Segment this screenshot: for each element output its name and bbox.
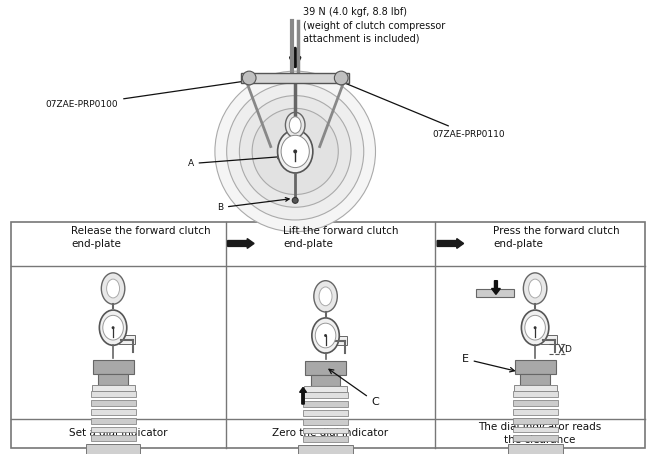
Text: B: B <box>217 197 289 212</box>
Ellipse shape <box>523 273 547 304</box>
Ellipse shape <box>525 316 545 340</box>
Bar <box>303 392 348 398</box>
Bar <box>91 409 136 415</box>
Bar <box>508 444 563 454</box>
Bar <box>513 400 557 406</box>
Ellipse shape <box>107 279 120 298</box>
Bar <box>298 445 353 454</box>
Circle shape <box>226 83 364 220</box>
Bar <box>91 400 136 406</box>
FancyArrow shape <box>492 281 500 294</box>
Text: D: D <box>565 345 571 354</box>
Circle shape <box>215 71 376 232</box>
Bar <box>91 418 136 424</box>
Ellipse shape <box>521 310 549 345</box>
Ellipse shape <box>103 316 123 340</box>
Text: 39 N (4.0 kgf, 8.8 lbf)
(weight of clutch compressor
attachment is included): 39 N (4.0 kgf, 8.8 lbf) (weight of clutc… <box>303 7 445 44</box>
Text: Release the forward clutch
end-plate: Release the forward clutch end-plate <box>71 226 211 249</box>
Bar <box>303 436 348 442</box>
Circle shape <box>252 109 338 194</box>
Bar <box>11 222 645 448</box>
Circle shape <box>534 326 536 329</box>
Ellipse shape <box>312 318 340 353</box>
Bar <box>86 444 141 454</box>
Circle shape <box>242 71 256 85</box>
Bar <box>515 360 555 374</box>
Bar <box>99 374 128 385</box>
Circle shape <box>324 334 327 337</box>
FancyArrow shape <box>228 239 254 248</box>
Text: C: C <box>329 369 379 407</box>
Bar <box>513 418 557 424</box>
Bar <box>303 428 348 434</box>
FancyArrow shape <box>299 387 307 404</box>
Bar <box>305 361 346 375</box>
Ellipse shape <box>290 117 301 133</box>
Text: Set a dial indicator: Set a dial indicator <box>68 429 167 439</box>
Bar <box>304 386 347 392</box>
Text: 07ZAE-PRP0110: 07ZAE-PRP0110 <box>341 81 505 139</box>
Bar <box>332 336 347 345</box>
Text: Zero the dial indicator: Zero the dial indicator <box>272 429 388 439</box>
Bar <box>513 435 557 441</box>
Text: The dial indicator reads
the clearance: The dial indicator reads the clearance <box>478 422 601 445</box>
Ellipse shape <box>286 112 305 138</box>
Bar <box>91 385 135 391</box>
Bar <box>303 419 348 424</box>
Bar <box>93 360 134 374</box>
Ellipse shape <box>99 310 127 345</box>
Circle shape <box>334 71 348 85</box>
Ellipse shape <box>528 279 542 298</box>
Bar <box>303 401 348 407</box>
Text: 07ZAE-PRP0100: 07ZAE-PRP0100 <box>45 79 249 109</box>
Ellipse shape <box>278 130 313 173</box>
Ellipse shape <box>314 281 338 312</box>
Bar <box>541 335 557 344</box>
Bar <box>91 435 136 441</box>
FancyArrow shape <box>437 239 464 248</box>
Circle shape <box>292 197 298 203</box>
Ellipse shape <box>281 135 309 168</box>
Bar <box>303 410 348 416</box>
Ellipse shape <box>101 273 125 304</box>
Text: Lift the forward clutch
end-plate: Lift the forward clutch end-plate <box>284 226 399 249</box>
Circle shape <box>112 326 114 329</box>
Bar <box>119 335 135 344</box>
Text: E: E <box>462 354 515 372</box>
Circle shape <box>240 96 351 207</box>
Text: Press the forward clutch
end-plate: Press the forward clutch end-plate <box>493 226 620 249</box>
Bar <box>91 427 136 433</box>
Bar <box>311 375 340 386</box>
Bar <box>241 73 349 83</box>
Bar <box>91 391 136 397</box>
Text: A: A <box>188 155 281 168</box>
Bar <box>520 374 550 385</box>
Bar <box>513 391 557 397</box>
Circle shape <box>293 149 297 153</box>
Bar <box>513 409 557 415</box>
Bar <box>513 385 557 391</box>
Ellipse shape <box>319 287 332 306</box>
Bar <box>476 289 513 297</box>
Bar <box>513 427 557 433</box>
Ellipse shape <box>315 323 336 348</box>
